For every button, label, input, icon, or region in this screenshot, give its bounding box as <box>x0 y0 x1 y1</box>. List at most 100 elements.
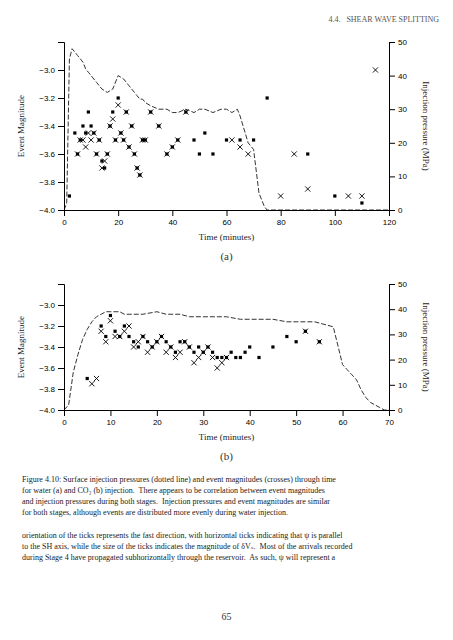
scatter-series <box>75 67 378 198</box>
tick-label: 10 <box>398 381 407 390</box>
point-cross <box>126 144 131 149</box>
tick-mark <box>389 42 395 43</box>
point-square <box>86 377 89 380</box>
y-axis: −4.0−3.8−3.6−3.4−3.2−3.0 <box>39 43 64 216</box>
point-cross <box>359 193 364 198</box>
tick-label: −3.8 <box>39 178 55 187</box>
tick: 10 <box>389 172 407 181</box>
tick: −3.8 <box>39 178 64 187</box>
caption-line: for water (a) and CO₂ (b) injection. The… <box>22 486 325 495</box>
point-cross <box>86 130 91 135</box>
point-square <box>318 340 321 343</box>
point-cross <box>196 355 201 360</box>
tick-label: 0 <box>398 206 403 215</box>
tick-label: 0 <box>62 418 67 427</box>
caption-line: and injection pressures during both stag… <box>22 497 330 506</box>
tick-mark <box>58 182 64 183</box>
tick-label: 30 <box>199 418 208 427</box>
tick-label: −4.0 <box>39 206 55 215</box>
point-cross <box>246 151 251 156</box>
tick-label: 80 <box>277 218 286 227</box>
point-cross <box>219 360 224 365</box>
tick: −3.2 <box>39 322 64 331</box>
chart-title: (a) <box>220 250 233 263</box>
point-square <box>211 351 214 354</box>
body-line: during Stage 4 have propagated subhorizo… <box>22 553 336 562</box>
tick-mark <box>118 210 119 216</box>
y2-axis: 01020304050 <box>389 38 407 215</box>
point-square <box>243 351 246 354</box>
tick-label: −3.2 <box>39 322 55 331</box>
tick-mark <box>58 210 64 211</box>
plot-area <box>64 312 389 410</box>
point-square <box>248 345 251 348</box>
tick-label: 50 <box>292 418 301 427</box>
tick-label: −3.8 <box>39 385 55 394</box>
point-square <box>203 131 206 134</box>
point-cross <box>305 186 310 191</box>
tick: 10 <box>389 381 407 390</box>
tick: 50 <box>389 280 407 289</box>
point-cross <box>136 339 141 344</box>
y-axis: −4.0−3.8−3.6−3.4−3.2−3.0 <box>39 285 64 416</box>
page: 4.4. SHEAR WAVE SPLITTING020406080100120… <box>0 0 453 640</box>
tick: 120 <box>383 210 397 227</box>
point-square <box>295 340 298 343</box>
tick: 20 <box>389 356 407 365</box>
tick-label: 10 <box>106 418 115 427</box>
point-cross <box>191 360 196 365</box>
point-square <box>87 110 90 113</box>
y-axis-title: Event Magnitude <box>16 95 26 157</box>
point-square <box>132 340 135 343</box>
tick-mark <box>389 334 395 335</box>
point-cross <box>278 193 283 198</box>
tick-label: −3.6 <box>39 150 55 159</box>
point-square <box>192 138 195 141</box>
scatter-series <box>68 96 364 204</box>
tick: −3.8 <box>39 385 64 394</box>
tick-mark <box>389 109 395 110</box>
tick: −3.2 <box>39 94 64 103</box>
point-square <box>111 110 114 113</box>
point-cross <box>145 350 150 355</box>
point-cross <box>346 193 351 198</box>
point-cross <box>132 151 137 156</box>
tick-mark <box>58 368 64 369</box>
point-cross <box>137 172 142 177</box>
tick-label: 0 <box>398 406 403 415</box>
tick: −4.0 <box>39 406 64 415</box>
tick-label: 30 <box>398 330 407 339</box>
point-cross <box>116 102 121 107</box>
tick-mark <box>389 143 395 144</box>
point-square <box>225 138 228 141</box>
tick: 0 <box>389 206 403 215</box>
tick-label: 40 <box>398 305 407 314</box>
tick: −3.4 <box>39 343 64 352</box>
scatter-series <box>89 318 322 386</box>
caption-line: for both stages, although events are dis… <box>22 508 288 517</box>
y-axis-line <box>58 285 65 411</box>
point-cross <box>89 381 94 386</box>
y2-axis: 0 10 20 30 40 50 <box>389 280 407 415</box>
x-axis-line <box>65 211 390 217</box>
x-axis-title: Time (minutes) <box>199 232 254 242</box>
x-axis: 010203040506070 <box>62 410 394 427</box>
point-cross <box>140 334 145 339</box>
tick: 0 <box>62 210 67 227</box>
x-axis-title: Time (minutes) <box>199 432 254 442</box>
point-cross <box>110 116 115 121</box>
point-square <box>125 110 128 113</box>
tick-label: 40 <box>246 418 255 427</box>
point-square <box>239 356 242 359</box>
point-cross <box>124 109 129 114</box>
tick-label: 20 <box>153 418 162 427</box>
point-cross <box>143 137 148 142</box>
point-cross <box>91 130 96 135</box>
tick-mark <box>343 410 344 416</box>
tick: 30 <box>389 330 407 339</box>
x-axis-line <box>65 411 390 417</box>
tick: 60 <box>339 410 348 427</box>
page-number: 65 <box>222 611 232 622</box>
point-cross <box>107 123 112 128</box>
tick-mark <box>389 360 395 361</box>
